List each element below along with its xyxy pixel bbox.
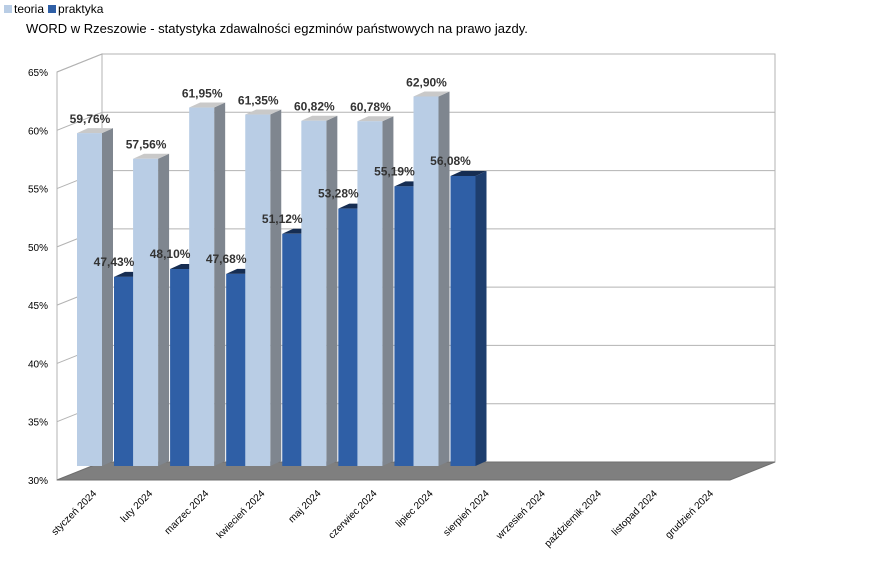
data-label-praktyka: 56,08% xyxy=(430,154,471,168)
data-label-praktyka: 53,28% xyxy=(318,187,359,201)
x-tick-label: maj 2024 xyxy=(287,488,324,525)
bar-teoria xyxy=(189,102,226,466)
legend-item-praktyka: praktyka xyxy=(48,2,103,16)
data-label-teoria: 60,82% xyxy=(294,100,335,114)
data-label-teoria: 60,78% xyxy=(350,100,391,114)
gridline-side xyxy=(56,53,103,73)
floor xyxy=(56,461,776,481)
y-axis: 30% 35% 40% 45% 50% 55% 60% 65% xyxy=(28,68,48,487)
legend-swatch-teoria xyxy=(4,5,12,13)
legend-swatch-praktyka xyxy=(48,5,57,13)
data-label-praktyka: 47,68% xyxy=(206,252,247,266)
data-label-praktyka: 47,43% xyxy=(94,255,135,269)
data-labels: 59,76% 47,43% 57,56% 48,10% 61,95% 47,68% 61,3… xyxy=(70,75,472,268)
x-tick-label: kwiecień 2024 xyxy=(215,488,268,541)
data-label-praktyka: 48,10% xyxy=(150,247,191,261)
bar-teoria xyxy=(77,128,113,466)
y-tick-label: 40% xyxy=(28,359,48,370)
bars xyxy=(77,91,487,467)
legend-item-teoria: teoria xyxy=(4,2,44,16)
bar-teoria xyxy=(133,153,170,467)
data-label-praktyka: 55,19% xyxy=(374,164,415,178)
x-tick-label: wrzesień 2024 xyxy=(494,488,548,542)
x-tick-label: czerwiec 2024 xyxy=(327,488,380,541)
y-tick-label: 45% xyxy=(28,301,48,312)
bar-teoria xyxy=(301,115,338,466)
bar-teoria xyxy=(245,109,282,466)
bar-teoria xyxy=(357,116,394,466)
y-tick-label: 50% xyxy=(28,243,48,254)
x-tick-label: styczeń 2024 xyxy=(50,488,100,538)
legend-label-teoria: teoria xyxy=(14,2,45,16)
y-tick-label: 30% xyxy=(28,476,48,487)
y-tick-label: 60% xyxy=(28,126,48,137)
y-tick-label: 65% xyxy=(28,68,48,79)
y-tick-label: 55% xyxy=(28,185,48,196)
x-tick-label: październik 2024 xyxy=(543,488,605,550)
x-tick-label: lipiec 2024 xyxy=(394,488,436,530)
x-tick-label: sierpień 2024 xyxy=(442,488,493,539)
bar-praktyka xyxy=(450,170,487,466)
gridline-side xyxy=(56,111,103,131)
data-label-teoria: 57,56% xyxy=(126,138,167,152)
x-tick-label: listopad 2024 xyxy=(610,488,660,538)
data-label-praktyka: 51,12% xyxy=(262,212,303,226)
data-label-teoria: 62,90% xyxy=(406,75,447,89)
data-label-teoria: 59,76% xyxy=(70,112,111,126)
data-label-teoria: 61,35% xyxy=(238,94,279,108)
chart-title: WORD w Rzeszowie - statystyka zdawalnośc… xyxy=(26,21,528,36)
legend: teoria praktyka xyxy=(4,2,103,16)
x-tick-label: luty 2024 xyxy=(119,488,156,525)
data-label-teoria: 61,95% xyxy=(182,87,223,101)
y-tick-label: 35% xyxy=(28,418,48,429)
x-axis: styczeń 2024 luty 2024 marzec 2024 kwiecień… xyxy=(50,488,717,550)
bar-teoria xyxy=(413,91,450,466)
x-tick-label: grudzień 2024 xyxy=(663,488,716,541)
legend-label-praktyka: praktyka xyxy=(58,2,104,16)
x-tick-label: marzec 2024 xyxy=(163,488,212,537)
